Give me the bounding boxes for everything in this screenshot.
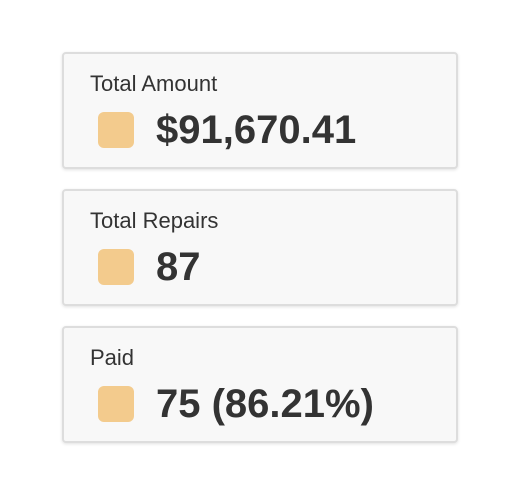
stat-label: Total Amount xyxy=(90,71,218,96)
stat-label: Paid xyxy=(90,345,135,370)
color-swatch xyxy=(98,249,134,285)
color-swatch xyxy=(98,112,134,148)
color-swatch xyxy=(98,386,134,422)
stat-value: $91,670.41 xyxy=(156,108,357,152)
stat-value: 87 xyxy=(156,245,201,289)
stat-card: Paid 75 (86.21%) xyxy=(62,326,458,443)
stat-card: Total Amount $91,670.41 xyxy=(62,52,458,169)
stat-label: Total Repairs xyxy=(90,208,219,233)
stat-card: Total Repairs 87 xyxy=(62,189,458,306)
stat-value: 75 (86.21%) xyxy=(156,382,374,426)
